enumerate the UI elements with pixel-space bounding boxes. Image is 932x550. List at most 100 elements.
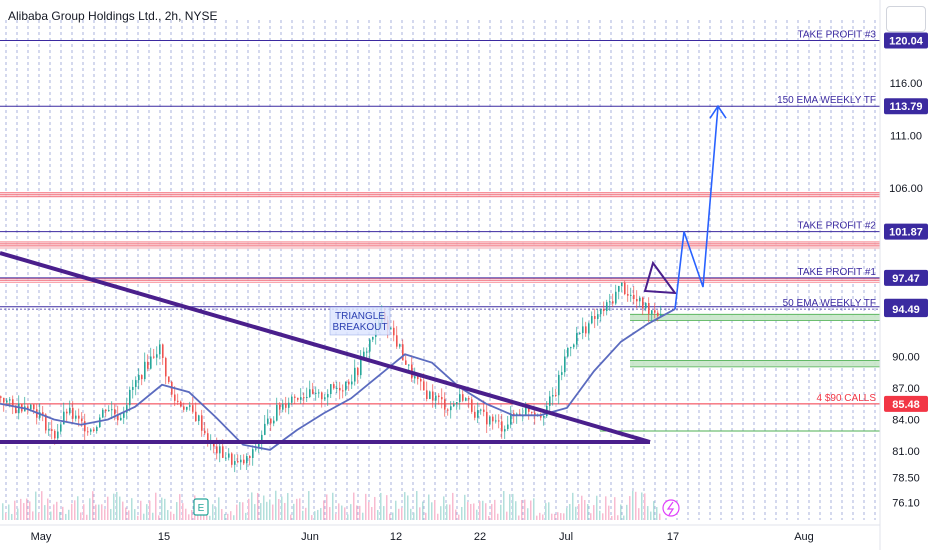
candle-body [60,424,62,432]
volume-bar [587,504,589,520]
y-tick-label: 81.00 [892,446,920,458]
price-tag-label: 97.47 [892,273,920,285]
candle-body [396,335,398,347]
volume-bar [41,491,43,520]
candle-body [156,354,158,358]
level-label: TAKE PROFIT #1 [797,267,876,278]
candle-body [300,397,302,400]
volume-bar [437,513,439,520]
volume-bar [386,495,388,520]
volume-bar [533,498,535,520]
volume-bar [317,509,319,520]
volume-bar [131,498,133,520]
price-tag-label: 101.87 [889,227,923,239]
chart-settings-button[interactable] [886,6,926,32]
candle-body [129,389,131,406]
candle-body [234,461,236,465]
candle-body [558,374,560,396]
volume-bar [8,504,10,520]
volume-bar [221,509,223,520]
volume-bar [506,511,508,520]
volume-bar [86,514,88,520]
candle-body [591,316,593,324]
candle-body [504,429,506,432]
volume-bar [521,499,523,520]
resistance-zone [0,192,880,198]
candle-body [303,397,305,399]
volume-bar [659,513,661,520]
candle-body [96,427,98,432]
earnings-marker[interactable] [193,498,209,516]
candle-body [189,405,191,407]
volume-bar [125,507,127,520]
volume-bar [518,515,520,520]
volume-bar [602,513,604,520]
candle-body [360,357,362,376]
candle-body [588,323,590,334]
candle-body [0,396,2,398]
volume-bar [446,504,448,520]
candle-body [657,312,659,316]
candle-body [618,285,620,292]
candle-body [321,392,323,400]
volume-bar [572,492,574,520]
volume-bar [308,491,310,520]
candle-body [603,309,605,312]
volume-bar [272,504,274,520]
candle-body [390,327,392,330]
volume-bar [641,492,643,520]
volume-bar [116,491,118,520]
volume-bar [653,501,655,520]
volume-bar [59,512,61,520]
volume-bar [443,496,445,520]
candle-body [195,411,197,422]
candle-body [567,347,569,357]
volume-bar [479,501,481,520]
candle-body [573,344,575,348]
x-tick-label: May [31,531,52,543]
x-tick-label: 22 [474,531,486,543]
candle-body [492,416,494,422]
volume-bar [179,494,181,520]
volume-bar [26,498,28,520]
volume-bar [335,513,337,520]
volume-bar [563,513,565,520]
candle-body [258,441,260,449]
candle-body [642,297,644,309]
x-tick-label: 17 [667,531,679,543]
candle-body [144,361,146,380]
volume-bar [20,498,22,520]
volume-bar [113,493,115,520]
candle-body [438,395,440,398]
volume-bar [548,502,550,520]
candle-body [240,459,242,463]
breakout-triangle [643,260,678,295]
candle-body [306,396,308,398]
candle-body [249,456,251,458]
candle-body [495,420,497,422]
volume-bar [107,496,109,520]
volume-bar [392,512,394,520]
volume-bar [608,505,610,520]
volume-bar [485,503,487,520]
candle-body [612,301,614,304]
volume-bar [596,495,598,520]
event-marker[interactable] [662,499,680,517]
candle-body [342,390,344,392]
candle-body [621,282,623,286]
candle-body [399,344,401,347]
candle-body [393,327,395,336]
volume-bar [476,509,478,520]
volume-bar [407,495,409,520]
candle-body [327,394,329,398]
candle-body [357,367,359,376]
candle-body [432,391,434,401]
volume-bar [53,504,55,520]
volume-bar [218,497,220,520]
y-tick-label: 76.10 [892,498,920,510]
candle-body [279,404,281,410]
candle-body [540,414,542,418]
candle-body [15,406,17,414]
candle-body [237,461,239,463]
